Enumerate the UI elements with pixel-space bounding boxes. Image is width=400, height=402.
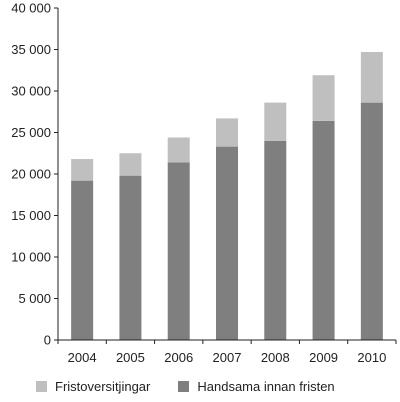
y-tick-label: 10 000 [11, 250, 51, 265]
legend-item-fristoversitjingar: Fristoversitjingar [36, 379, 150, 394]
x-tick-label: 2006 [164, 350, 193, 365]
bar-segment-fristoversitjingar [167, 137, 190, 163]
x-axis-ticks: 2004 2005 2006 2007 2008 2009 2010 [57, 340, 397, 365]
bar-segment-handsama [216, 146, 238, 340]
bar-segment-handsama [360, 102, 383, 341]
bar-segment-fristoversitjingar [360, 51, 383, 103]
bar-segment-fristoversitjingar [119, 153, 142, 176]
x-tick-label: 2005 [116, 350, 145, 365]
bar-segment-handsama [312, 120, 335, 340]
legend: Fristoversitjingar Handsama innan friste… [36, 379, 363, 394]
bar-segment-fristoversitjingar [312, 75, 335, 121]
y-tick-label: 30 000 [11, 84, 51, 99]
bar-segment-handsama [264, 140, 287, 340]
x-tick-label: 2004 [68, 350, 97, 365]
y-axis-ticks: 0 5 000 10 000 15 000 20 000 25 000 30 000 35 0… [11, 1, 58, 348]
x-tick-label: 2007 [213, 350, 242, 365]
y-tick-label: 20 000 [11, 167, 51, 182]
y-tick-label: 15 000 [11, 208, 51, 223]
x-tick-label: 2009 [309, 350, 338, 365]
bar-segment-fristoversitjingar [71, 159, 94, 181]
x-tick-label: 2010 [357, 350, 386, 365]
bars [71, 51, 383, 341]
legend-swatch-handsama [178, 381, 190, 392]
y-tick-label: 40 000 [11, 1, 51, 16]
x-tick-label: 2008 [261, 350, 290, 365]
bar-segment-handsama [167, 162, 190, 340]
legend-label-handsama: Handsama innan fristen [197, 379, 335, 394]
legend-label-fristoversitjingar: Fristoversitjingar [55, 379, 151, 394]
y-tick-label: 25 000 [11, 125, 51, 140]
legend-swatch-fristoversitjingar [36, 381, 47, 392]
bar-segment-fristoversitjingar [264, 102, 287, 141]
y-tick-label: 0 [44, 333, 51, 348]
bar-segment-handsama [119, 175, 142, 340]
y-tick-label: 5 000 [18, 291, 51, 306]
bar-segment-fristoversitjingar [216, 118, 238, 147]
bar-segment-handsama [71, 180, 94, 340]
legend-item-handsama: Handsama innan fristen [178, 379, 335, 394]
y-tick-label: 35 000 [11, 42, 51, 57]
